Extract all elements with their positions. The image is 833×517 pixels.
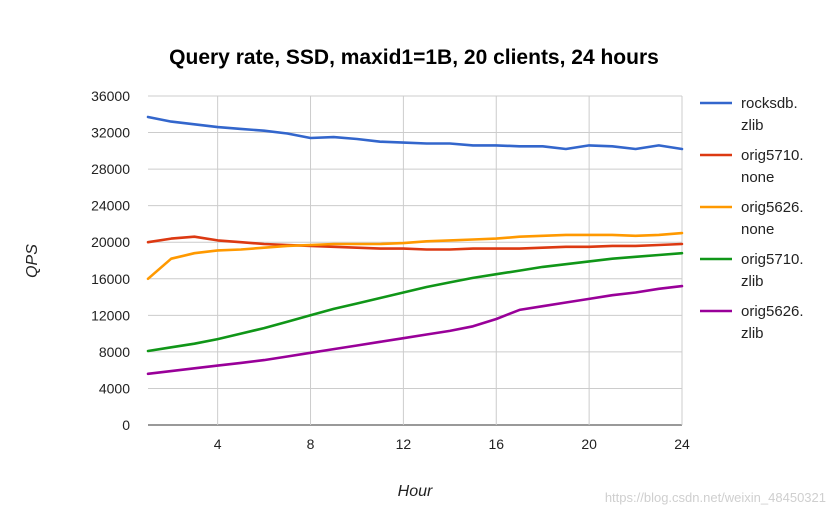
x-axis-label: Hour	[398, 483, 433, 500]
legend-label: none	[741, 221, 774, 238]
watermark-text: https://blog.csdn.net/weixin_48450321	[605, 490, 826, 505]
legend-label: orig5710.	[741, 251, 804, 268]
series-line	[146, 115, 684, 151]
x-tick-label: 4	[214, 436, 222, 452]
legend-label: orig5626.	[741, 303, 804, 320]
y-axis-label: QPS	[24, 244, 41, 278]
y-tick-label: 8000	[99, 344, 130, 360]
y-tick-label: 4000	[99, 380, 130, 396]
y-tick-label: 12000	[91, 307, 130, 323]
legend-entry: orig5710. zlib	[700, 251, 804, 290]
x-axis-ticks: 4 8 12 16 20 24	[214, 436, 690, 452]
y-tick-label: 28000	[91, 161, 130, 177]
legend-label: zlib	[741, 273, 764, 290]
x-tick-label: 20	[581, 436, 597, 452]
legend-label: zlib	[741, 117, 764, 134]
legend-entry: orig5626. none	[700, 199, 804, 238]
series-line	[146, 251, 684, 353]
legend-entry: orig5626. zlib	[700, 303, 804, 342]
x-tick-label: 8	[307, 436, 315, 452]
legend-label: orig5626.	[741, 199, 804, 216]
x-tick-label: 24	[674, 436, 690, 452]
legend: rocksdb.zliborig5710.noneorig5626.noneor…	[700, 95, 804, 342]
y-tick-label: 24000	[91, 198, 130, 214]
x-tick-label: 16	[488, 436, 504, 452]
legend-entry: rocksdb. zlib	[700, 95, 798, 134]
y-tick-label: 0	[122, 417, 130, 433]
y-tick-label: 20000	[91, 234, 130, 250]
legend-entry: orig5710. none	[700, 147, 804, 186]
series-line	[146, 235, 684, 251]
y-axis-ticks: 0 4000 8000 12000 16000 20000 24000 28000 32000 3…	[91, 88, 130, 433]
legend-label: orig5710.	[741, 147, 804, 164]
x-tick-label: 12	[396, 436, 412, 452]
y-tick-label: 36000	[91, 88, 130, 104]
series-line	[146, 231, 684, 281]
series-line	[146, 284, 684, 376]
legend-label: none	[741, 169, 774, 186]
legend-label: zlib	[741, 325, 764, 342]
series-lines	[146, 115, 684, 376]
y-tick-label: 16000	[91, 271, 130, 287]
y-tick-label: 32000	[91, 125, 130, 141]
legend-label: rocksdb.	[741, 95, 798, 112]
chart-title: Query rate, SSD, maxid1=1B, 20 clients, …	[169, 46, 659, 69]
